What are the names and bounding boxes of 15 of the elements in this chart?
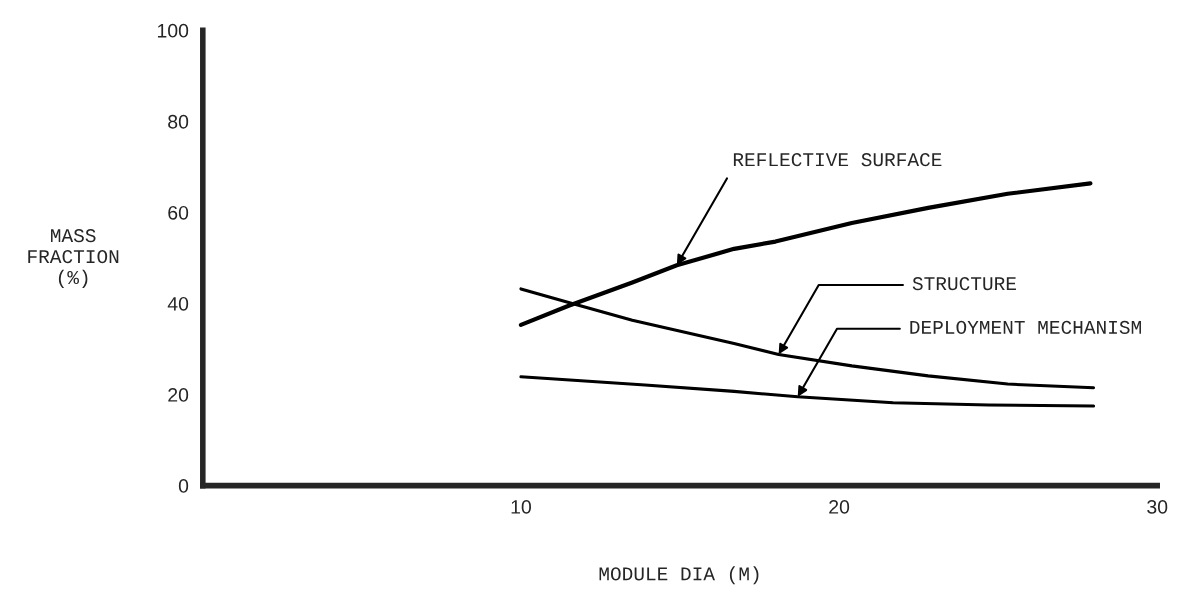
x-tick-label: 20: [829, 500, 850, 514]
x-tick-label: 10: [511, 500, 531, 514]
y-tick-label: 80: [168, 114, 189, 129]
y-tick-label: 20: [168, 388, 189, 402]
y-tick-label: 60: [168, 205, 189, 220]
y-tick-label: 0: [178, 479, 189, 493]
x-tick-label: 30: [1147, 500, 1168, 514]
y-tick-label: 100: [157, 23, 189, 38]
annotation: STRUCTURE: [912, 277, 1016, 291]
line-series: [519, 375, 1096, 408]
y-tick-label: 40: [167, 296, 189, 311]
annotation: REFLECTIVE SURFACE: [733, 153, 942, 167]
x-axis-title: MODULE DIA (M): [599, 566, 759, 585]
annotation: DEPLOYMENT MECHANISM: [910, 320, 1141, 334]
y-axis-title: MASS FRACTION (%): [28, 229, 119, 288]
